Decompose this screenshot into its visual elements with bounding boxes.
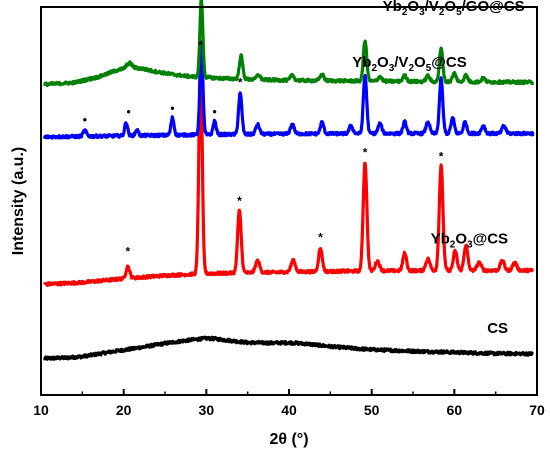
y-axis-title: Intensity (a.u.) [10,147,27,255]
x-tick-label: 30 [199,402,215,418]
series-line-2 [42,54,535,287]
series-label-2: Yb2O3@CS [431,231,508,251]
x-tick-label: 70 [529,402,545,418]
series-line-4 [42,0,535,88]
x-tick-label: 50 [364,402,380,418]
x-tick-label: 40 [281,402,297,418]
peak-marker: * [363,145,368,159]
peak-marker: * [238,76,243,90]
x-axis-ticks: 10 20 30 40 50 60 70 [33,389,545,418]
x-axis-title: 2θ (°) [269,431,308,448]
series-layer [42,0,535,361]
x-tick-label: 60 [447,402,463,418]
peak-marker: * [318,231,323,245]
peak-marker: • [83,112,87,126]
series-line-1 [42,335,535,361]
series-labels: CS Yb2O3@CS Yb2O3/V2O5@CS Yb2O3/V2O5/GO@CS [352,0,524,337]
x-tick-label: 20 [116,402,132,418]
peak-marker: * [363,58,368,72]
series-label-3: Yb2O3/V2O5@CS [352,54,466,74]
peak-marker: • [127,105,131,119]
peak-marker: • [212,105,216,119]
x-tick-label: 10 [33,402,49,418]
peak-marker: * [439,149,444,163]
peak-marker: * [237,194,242,208]
peak-marker: * [198,39,203,53]
peak-marker: • [170,101,174,115]
series-line-3 [42,39,535,140]
series-label-1: CS [487,320,508,337]
peak-markers: * * * * * * • • • • * * [83,39,444,259]
series-label-4: Yb2O3/V2O5/GO@CS [383,0,525,18]
peak-marker: * [125,244,130,258]
